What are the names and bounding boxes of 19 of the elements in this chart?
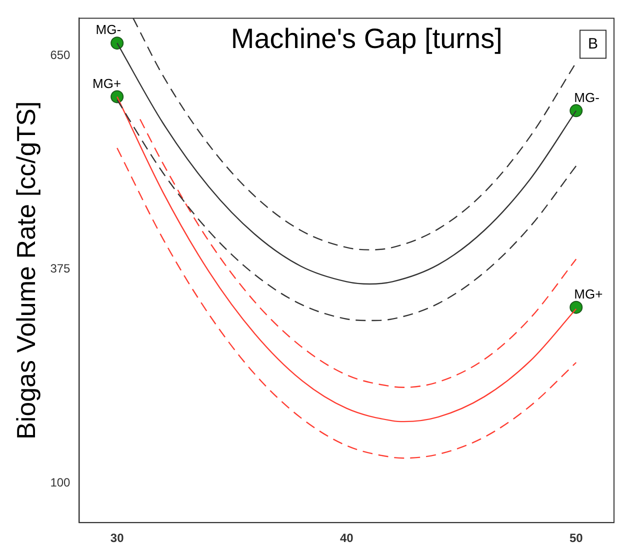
line-series — [116, 147, 577, 459]
x-tick-label: 30 — [110, 531, 124, 546]
chart-title: Machine's Gap [turns] — [230, 22, 502, 54]
y-tick-label: 650 — [50, 48, 71, 62]
annotation: B — [588, 35, 598, 52]
x-tick-label: 40 — [340, 531, 354, 546]
series-label: MG+ — [574, 286, 603, 302]
series-label: MG- — [574, 90, 600, 105]
point — [570, 300, 583, 314]
text: MG- — [96, 22, 122, 38]
y-tick-label: 375 — [50, 262, 71, 276]
text: MG+ — [92, 76, 122, 91]
y-axis-title: Biogas Volume Rate [cc/gTS] — [10, 101, 41, 440]
point — [570, 104, 583, 118]
y-tick-label: 100 — [50, 475, 71, 490]
point — [110, 90, 124, 104]
x-tick-label: 50 — [569, 531, 584, 546]
point — [110, 36, 124, 50]
line-series — [139, 118, 577, 388]
